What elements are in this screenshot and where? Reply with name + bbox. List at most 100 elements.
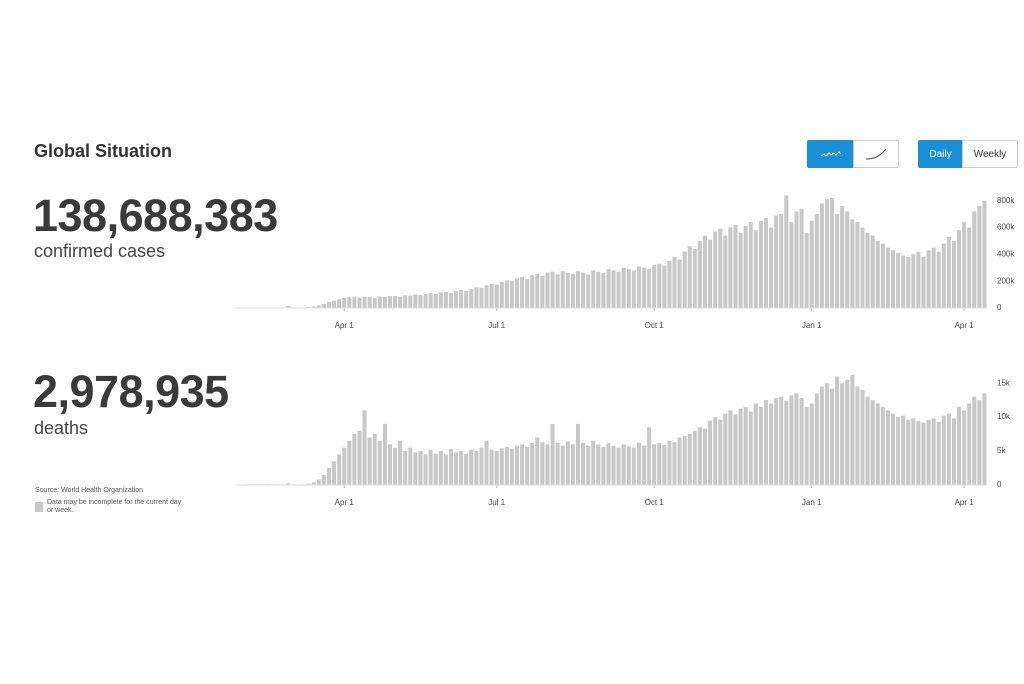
bar [885, 410, 890, 485]
bar [718, 228, 723, 308]
bar [291, 484, 296, 485]
bar [758, 220, 763, 308]
bar [962, 410, 967, 485]
bar [774, 215, 779, 308]
title: Global Situation [34, 141, 172, 161]
bar [514, 445, 520, 485]
bar [697, 427, 702, 485]
bar [555, 274, 560, 308]
bar [921, 257, 926, 308]
bar [382, 423, 387, 485]
bar [504, 446, 509, 485]
bar [362, 410, 367, 485]
x-tick-label: Apr 1 [335, 498, 355, 507]
bar [896, 253, 901, 308]
bar-view-button[interactable] [807, 140, 854, 168]
bar [443, 454, 448, 485]
bar [479, 287, 484, 308]
bar [819, 203, 824, 308]
bar [601, 446, 606, 485]
bar [662, 265, 667, 308]
bar [326, 301, 332, 308]
bar [408, 447, 413, 485]
bar [738, 408, 743, 485]
bar [311, 306, 316, 308]
bar [733, 414, 738, 485]
bar [621, 267, 626, 308]
bar [967, 403, 972, 485]
cases-total: 138,688,383 [33, 190, 278, 241]
daily-button[interactable]: Daily [918, 140, 963, 168]
bar [977, 400, 982, 485]
bar [962, 222, 967, 308]
bar [596, 444, 601, 485]
bar [479, 447, 484, 485]
bar [464, 453, 469, 485]
x-tick-label: Oct 1 [645, 321, 665, 330]
bar [464, 290, 469, 308]
y-tick-label: 0 [997, 480, 1002, 489]
bar [499, 448, 504, 485]
bar [555, 442, 560, 485]
bar [982, 200, 987, 308]
bar [240, 484, 245, 485]
bar [972, 396, 977, 485]
y-tick-label: 600k [997, 223, 1015, 232]
bar [581, 272, 586, 308]
bar [855, 386, 860, 485]
bar [489, 449, 494, 485]
cumulative-view-button[interactable] [853, 140, 899, 168]
bar [316, 305, 321, 308]
bar [326, 468, 332, 485]
bar [789, 395, 794, 485]
bar [413, 452, 418, 485]
bar [377, 440, 382, 485]
bar [763, 218, 769, 308]
bar [560, 271, 565, 308]
bar [799, 208, 804, 308]
bar [845, 379, 850, 485]
bar [281, 484, 286, 485]
bar [591, 270, 596, 308]
y-tick-label: 800k [997, 196, 1015, 205]
bar [357, 430, 362, 485]
bar [799, 398, 804, 485]
y-tick-label: 400k [997, 249, 1015, 258]
bar [469, 449, 474, 485]
bar [982, 393, 987, 485]
bar [352, 296, 357, 308]
bar [433, 453, 438, 485]
bar [901, 415, 906, 485]
x-tick-label: Apr 1 [335, 321, 355, 330]
bar [433, 294, 438, 308]
bar [509, 449, 514, 485]
bar [835, 376, 840, 485]
bar [423, 454, 428, 485]
bar [514, 278, 520, 308]
bar [535, 437, 540, 485]
bar [840, 206, 845, 308]
bar [474, 287, 479, 308]
bar [931, 247, 936, 308]
note: Data may be incomplete for the current d… [47, 499, 182, 514]
bar [428, 449, 433, 485]
bar [916, 251, 921, 308]
bar [413, 294, 418, 308]
bar [443, 291, 448, 308]
bar [641, 267, 647, 308]
bar [418, 451, 423, 485]
bar [565, 273, 570, 308]
weekly-button[interactable]: Weekly [962, 140, 1018, 168]
bar [809, 403, 814, 485]
bar [245, 484, 250, 485]
bar [337, 299, 342, 308]
y-tick-label: 0 [997, 303, 1002, 312]
y-tick-label: 15k [997, 378, 1011, 387]
bar [738, 232, 743, 308]
legend-swatch [35, 502, 43, 512]
x-tick-label: Jul 1 [488, 321, 505, 330]
bar [250, 484, 255, 485]
bar [525, 279, 530, 308]
bar [494, 284, 499, 308]
bar [901, 255, 906, 308]
